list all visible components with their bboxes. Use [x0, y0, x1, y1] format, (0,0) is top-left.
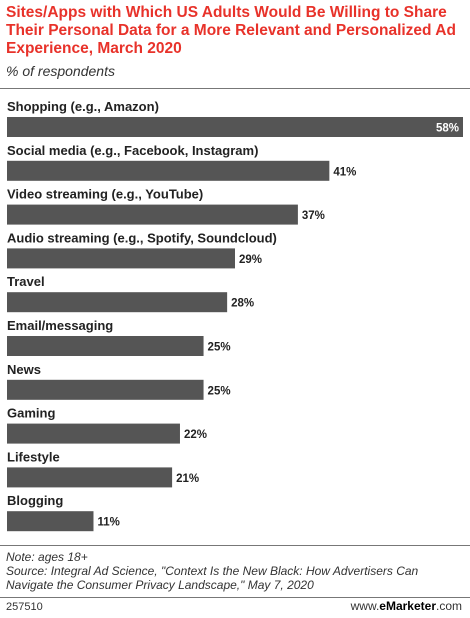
bar: [7, 160, 330, 181]
category-label: Shopping (e.g., Amazon): [7, 99, 159, 114]
category-label: Gaming: [7, 406, 55, 421]
category-label: Email/messaging: [7, 318, 113, 333]
source-text: Source: Integral Ad Science, "Context Is…: [6, 564, 419, 592]
value-label: 58%: [436, 123, 459, 135]
brand-prefix: www.: [350, 599, 380, 613]
chart-notes: Note: ages 18+ Source: Integral Ad Scien…: [6, 550, 466, 592]
value-label: 21%: [176, 473, 199, 485]
category-label: News: [7, 362, 41, 377]
note-text: Note: ages 18+: [6, 550, 88, 564]
bar: [7, 379, 204, 400]
category-label: Audio streaming (e.g., Spotify, Soundclo…: [7, 230, 277, 245]
value-label: 41%: [333, 166, 356, 178]
value-label: 37%: [302, 210, 325, 222]
brand-name: eMarketer: [379, 599, 436, 613]
bottom-divider: [0, 545, 470, 546]
chart-subtitle: % of respondents: [6, 63, 115, 79]
bar: [7, 467, 173, 488]
top-divider: [0, 88, 470, 89]
value-label: 25%: [208, 385, 231, 397]
chart-title: Sites/Apps with Which US Adults Would Be…: [6, 4, 456, 57]
value-label: 22%: [184, 429, 207, 441]
brand-suffix: .com: [435, 599, 462, 613]
bar: [7, 248, 235, 269]
category-label: Social media (e.g., Facebook, Instagram): [7, 143, 258, 158]
value-label: 25%: [208, 342, 231, 354]
category-label: Video streaming (e.g., YouTube): [7, 187, 203, 202]
category-label: Lifestyle: [7, 449, 60, 464]
bar: [7, 292, 228, 313]
bar: [7, 117, 463, 137]
brand-logo: www.eMarketer.com: [351, 599, 462, 613]
category-label: Blogging: [7, 493, 63, 508]
value-label: 29%: [239, 254, 262, 266]
category-label: Travel: [7, 274, 45, 289]
chart-id: 257510: [6, 601, 43, 613]
bar: [7, 511, 94, 532]
footer-divider: [0, 597, 470, 598]
value-label: 11%: [97, 517, 119, 529]
bar: [7, 336, 204, 356]
bar: [7, 423, 180, 444]
value-label: 28%: [231, 298, 254, 310]
bar: [7, 204, 298, 225]
